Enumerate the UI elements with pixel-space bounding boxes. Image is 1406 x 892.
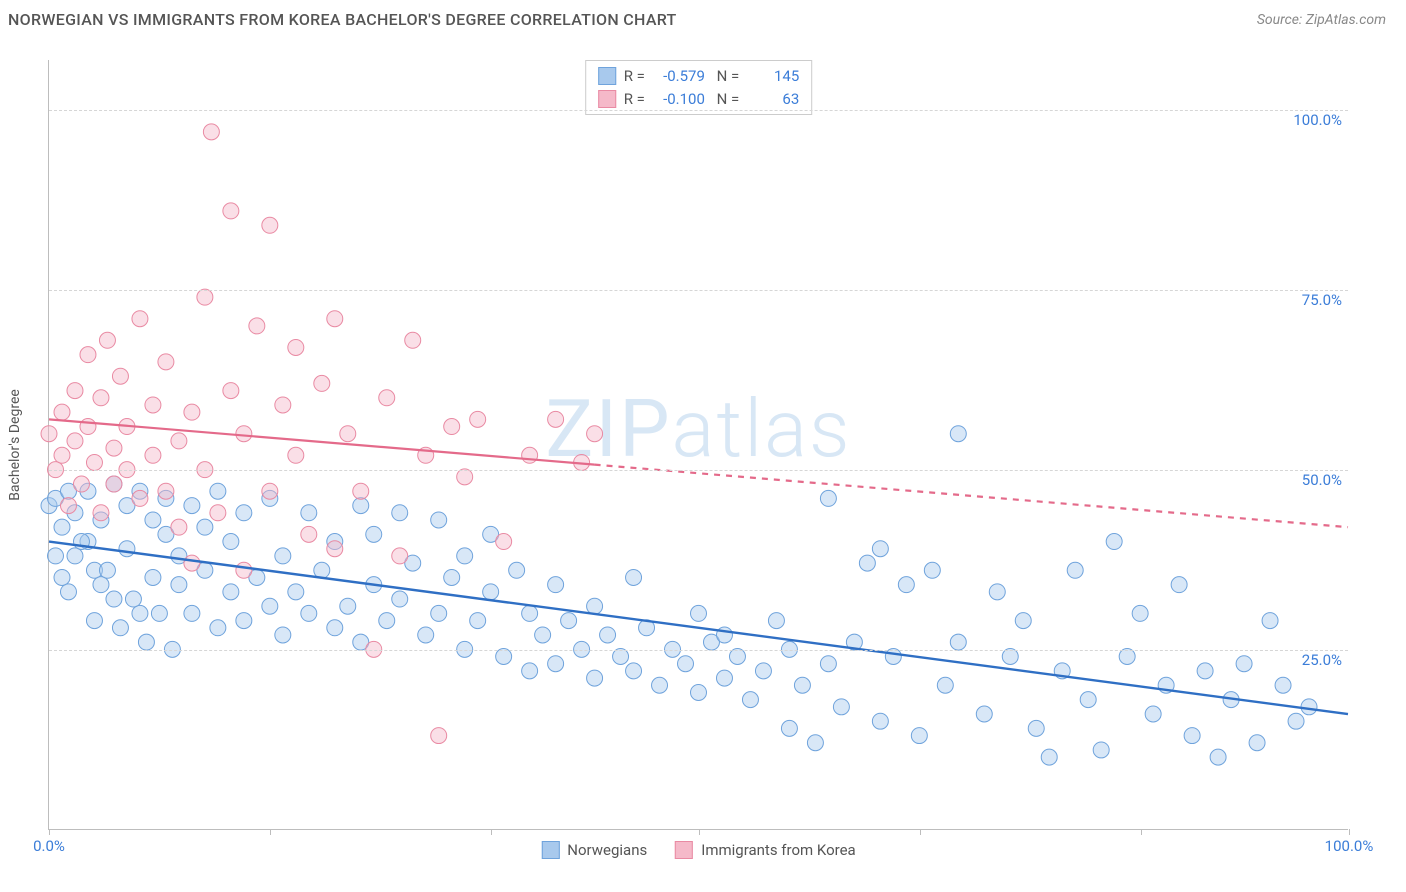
stats-row-1: R = -0.100 N = 63 (598, 88, 800, 111)
x-tick-label: 0.0% (33, 837, 65, 855)
legend-swatch-0 (541, 841, 559, 859)
scatter-svg (49, 60, 1348, 829)
stats-row-0: R = -0.579 N = 145 (598, 65, 800, 88)
y-tick-label: 100.0% (1293, 111, 1342, 129)
legend-item-1: Immigrants from Korea (675, 841, 855, 859)
x-tick-label: 100.0% (1325, 837, 1374, 855)
series-legend: Norwegians Immigrants from Korea (541, 841, 855, 859)
y-axis-label: Bachelor's Degree (7, 389, 23, 501)
chart-plot-area: Bachelor's Degree ZIPatlas R = -0.579 N … (48, 60, 1348, 830)
legend-item-0: Norwegians (541, 841, 647, 859)
y-tick-label: 25.0% (1302, 651, 1342, 669)
y-tick-label: 50.0% (1302, 471, 1342, 489)
source-label: Source: ZipAtlas.com (1257, 12, 1386, 28)
chart-title: NORWEGIAN VS IMMIGRANTS FROM KOREA BACHE… (8, 10, 677, 29)
y-tick-label: 75.0% (1302, 291, 1342, 309)
swatch-1 (598, 90, 616, 108)
swatch-0 (598, 67, 616, 85)
legend-swatch-1 (675, 841, 693, 859)
stats-legend: R = -0.579 N = 145 R = -0.100 N = 63 (585, 60, 813, 115)
